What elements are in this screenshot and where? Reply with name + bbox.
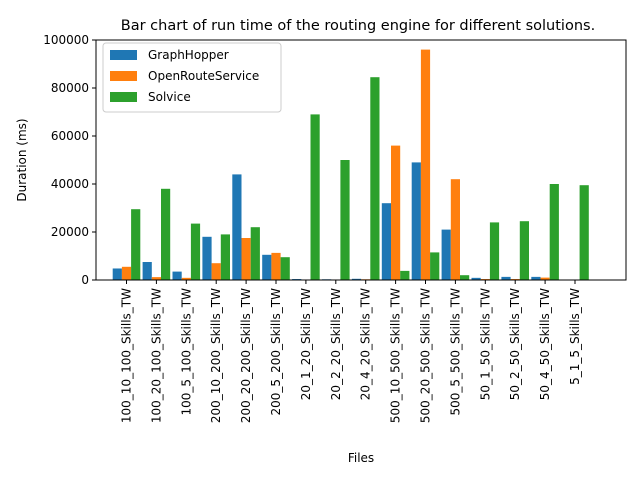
bar-graphhopper-2 [172,271,182,280]
bar-graphhopper-1 [142,262,152,280]
x-tick-label: 100_5_100_Skills_TW [179,288,193,416]
x-tick-label: 500_10_500_Skills_TW [389,288,403,423]
x-tick-label: 500_20_500_Skills_TW [419,288,433,423]
y-axis-label: Duration (ms) [15,118,29,201]
bar-openrouteservice-1 [151,277,161,280]
bar-openrouteservice-5 [271,252,281,280]
x-tick-label: 500_5_500_Skills_TW [448,288,462,416]
bar-solvice-15 [579,185,589,280]
plot-frame [95,39,627,281]
bar-graphhopper-12 [471,277,481,280]
bar-openrouteservice-11 [450,179,460,280]
x-tick-label: 200_5_200_Skills_TW [269,288,283,416]
x-tick-label: 5_1_5_Skills_TW [568,288,582,385]
bar-openrouteservice-3 [211,263,221,280]
bar-openrouteservice-2 [181,277,191,280]
bar-openrouteservice-4 [241,238,251,280]
bar-solvice-2 [190,223,201,280]
legend-label: Solvice [148,90,191,104]
bar-graphhopper-3 [202,236,212,280]
bars-group [112,49,589,281]
x-tick-label: 100_20_100_Skills_TW [149,288,163,423]
bar-solvice-0 [131,209,141,280]
x-tick-label: 20_2_20_Skills_TW [329,288,343,400]
legend-swatch-openrouteservice [110,71,137,81]
y-tick-label: 40000 [51,177,89,191]
y-tick-label: 60000 [51,129,89,143]
bar-graphhopper-10 [411,162,421,280]
bar-graphhopper-11 [441,229,451,280]
x-tick-label: 50_4_50_Skills_TW [538,288,552,400]
x-tick-label: 200_20_200_Skills_TW [239,288,253,423]
bar-graphhopper-13 [501,276,511,280]
legend-swatch-graphhopper [110,50,137,60]
bar-solvice-9 [400,270,410,280]
y-axis: 0 20000 40000 60000 80000 100000 [43,33,96,287]
x-axis-label: Files [348,451,374,465]
bar-solvice-10 [430,252,440,280]
bar-graphhopper-14 [531,276,541,280]
bar-graphhopper-8 [351,278,362,280]
y-tick-label: 20000 [51,225,89,239]
y-tick-label: 0 [81,273,89,287]
bar-openrouteservice-10 [420,49,431,280]
bar-solvice-6 [310,114,320,281]
bar-graphhopper-0 [112,268,122,280]
bar-solvice-1 [161,188,171,280]
bar-solvice-13 [519,221,529,280]
bar-solvice-4 [250,227,260,280]
y-tick-label: 100000 [43,33,89,47]
bar-graphhopper-5 [262,254,272,280]
x-tick-label: 50_2_50_Skills_TW [508,288,522,400]
bar-solvice-11 [460,275,470,280]
bar-solvice-12 [489,222,500,280]
bar-openrouteservice-9 [391,145,401,280]
bar-openrouteservice-14 [540,277,550,280]
bar-solvice-3 [220,234,230,280]
legend-label: OpenRouteService [148,69,259,83]
x-tick-label: 100_10_100_Skills_TW [120,288,134,423]
x-tick-label: 20_4_20_Skills_TW [359,288,373,400]
x-tick-label: 200_10_200_Skills_TW [209,288,223,423]
bar-graphhopper-9 [381,203,391,280]
x-tick-label: 20_1_20_Skills_TW [299,288,313,400]
legend-swatch-solvice [110,92,137,102]
legend-label: GraphHopper [148,48,229,62]
bar-solvice-8 [370,77,380,280]
y-tick-label: 80000 [51,81,89,95]
bar-solvice-14 [549,184,559,280]
x-tick-label: 50_1_50_Skills_TW [478,288,492,400]
bar-graphhopper-4 [232,174,242,280]
legend: GraphHopper OpenRouteService Solvice [102,42,282,113]
x-axis: 100_10_100_Skills_TW 100_20_100_Skills_TW… [120,280,582,423]
bar-solvice-7 [340,160,350,280]
chart-title: Bar chart of run time of the routing eng… [121,18,595,34]
legend-box [102,42,282,113]
bar-openrouteservice-0 [121,266,132,280]
bar-solvice-5 [280,257,290,280]
